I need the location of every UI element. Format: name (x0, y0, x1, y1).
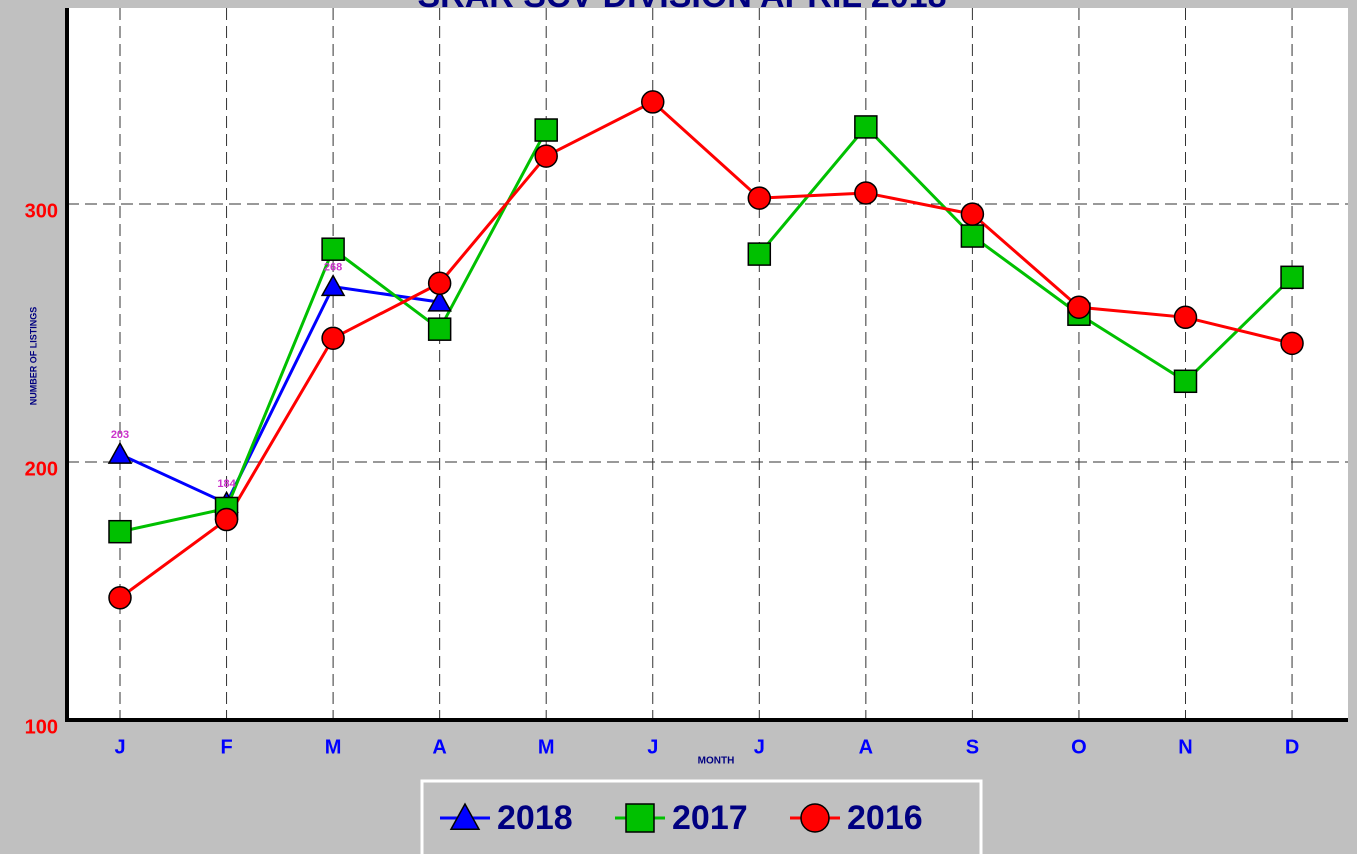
marker (108, 519, 132, 544)
y-tick-label: 200 (25, 458, 58, 480)
marker (854, 115, 878, 139)
x-tick-label: A (432, 736, 446, 758)
marker (107, 441, 133, 464)
x-tick-label: A (859, 736, 873, 758)
marker (321, 237, 345, 261)
series-line (758, 124, 1294, 384)
legend-label: 2017 (672, 799, 748, 837)
x-tick-label: J (114, 736, 125, 758)
marker (427, 271, 452, 296)
legend-label: 2018 (497, 799, 573, 837)
marker (1173, 305, 1198, 330)
marker (449, 802, 481, 830)
marker (534, 118, 558, 142)
marker (1173, 369, 1198, 394)
data-label: 268 (324, 262, 342, 274)
x-tick-label: D (1285, 736, 1299, 758)
y-tick-label: 300 (25, 200, 58, 222)
data-label: 184 (217, 478, 236, 490)
x-tick-label: J (754, 736, 765, 758)
chart-title: SRAR SCV DIVISION APRIL 2018 (417, 0, 946, 15)
marker (108, 585, 132, 610)
marker (960, 202, 985, 226)
marker (854, 181, 878, 205)
series-line (119, 284, 440, 506)
plot-area (67, 8, 1348, 720)
marker (214, 507, 239, 532)
x-tick-label: J (647, 736, 658, 758)
marker (1280, 331, 1304, 356)
x-tick-label: O (1071, 736, 1087, 758)
marker (321, 326, 345, 350)
x-axis-label: MONTH (698, 756, 735, 767)
x-tick-label: M (538, 736, 555, 758)
x-tick-label: S (966, 736, 979, 758)
y-axis-label: NUMBER OF LISTINGS (28, 307, 38, 406)
marker (320, 274, 346, 297)
y-tick-label: 100 (25, 716, 58, 738)
marker (747, 242, 772, 266)
marker (1067, 295, 1091, 319)
series-line (119, 100, 1293, 599)
marker (1280, 265, 1304, 290)
x-tick-label: N (1178, 736, 1192, 758)
marker (960, 224, 985, 248)
marker (427, 317, 452, 341)
marker (625, 803, 655, 833)
marker (747, 186, 772, 210)
legend-box (420, 779, 983, 854)
marker (800, 803, 830, 833)
x-tick-label: F (220, 736, 232, 758)
marker (427, 289, 452, 312)
marker (641, 90, 665, 114)
data-label: 203 (111, 429, 129, 441)
legend-label: 2016 (847, 799, 923, 837)
marker (534, 144, 558, 168)
x-tick-label: M (325, 736, 342, 758)
